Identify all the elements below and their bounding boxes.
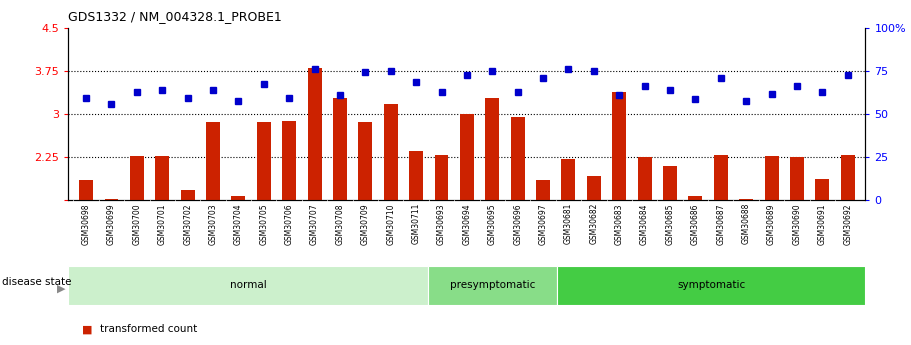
Bar	[557, 266, 865, 305]
Text: GSM30696: GSM30696	[513, 203, 522, 245]
Text: ■: ■	[82, 325, 93, 334]
Text: symptomatic: symptomatic	[677, 280, 745, 290]
Text: GSM30687: GSM30687	[716, 203, 725, 245]
Bar	[409, 151, 423, 200]
Bar	[79, 180, 93, 200]
Text: GSM30683: GSM30683	[615, 203, 624, 245]
Text: GSM30710: GSM30710	[386, 203, 395, 245]
Text: GSM30705: GSM30705	[260, 203, 269, 245]
Text: GSM30699: GSM30699	[107, 203, 116, 245]
Bar	[282, 121, 296, 200]
Text: GSM30691: GSM30691	[818, 203, 827, 245]
Bar	[257, 122, 271, 200]
Bar	[308, 68, 322, 200]
Text: disease state: disease state	[2, 277, 71, 287]
Text: GSM30690: GSM30690	[793, 203, 802, 245]
Text: GSM30709: GSM30709	[361, 203, 370, 245]
Text: ▶: ▶	[57, 284, 66, 294]
Bar	[612, 92, 626, 200]
Text: GSM30698: GSM30698	[82, 203, 90, 245]
Text: GSM30681: GSM30681	[564, 203, 573, 245]
Bar	[460, 114, 474, 200]
Text: GSM30695: GSM30695	[487, 203, 496, 245]
Bar	[435, 155, 448, 200]
Text: GSM30708: GSM30708	[335, 203, 344, 245]
Text: transformed count: transformed count	[100, 325, 198, 334]
Text: GSM30684: GSM30684	[640, 203, 650, 245]
Text: GSM30707: GSM30707	[310, 203, 319, 245]
Bar	[815, 179, 829, 200]
Bar	[155, 156, 169, 200]
Text: GSM30697: GSM30697	[538, 203, 548, 245]
Text: presymptomatic: presymptomatic	[450, 280, 536, 290]
Bar	[180, 190, 195, 200]
Bar	[663, 166, 677, 200]
Text: GSM30692: GSM30692	[844, 203, 852, 245]
Text: GSM30689: GSM30689	[767, 203, 776, 245]
Text: GSM30702: GSM30702	[183, 203, 192, 245]
Bar	[638, 157, 651, 200]
Bar	[561, 159, 576, 200]
Text: GSM30686: GSM30686	[691, 203, 700, 245]
Bar	[841, 155, 855, 200]
Bar	[713, 155, 728, 200]
Text: GSM30703: GSM30703	[209, 203, 218, 245]
Bar	[231, 196, 245, 200]
Bar	[206, 122, 220, 200]
Bar	[587, 176, 600, 200]
Text: GSM30682: GSM30682	[589, 203, 599, 245]
Bar	[384, 104, 398, 200]
Bar	[333, 98, 347, 200]
Text: GSM30688: GSM30688	[742, 203, 751, 245]
Bar	[790, 157, 804, 200]
Text: GDS1332 / NM_004328.1_PROBE1: GDS1332 / NM_004328.1_PROBE1	[68, 10, 282, 23]
Bar	[358, 122, 373, 200]
Text: GSM30704: GSM30704	[234, 203, 243, 245]
Text: GSM30693: GSM30693	[437, 203, 446, 245]
Text: GSM30706: GSM30706	[284, 203, 293, 245]
Bar	[739, 199, 753, 200]
Bar	[105, 199, 118, 200]
Text: GSM30694: GSM30694	[463, 203, 471, 245]
Bar	[428, 266, 557, 305]
Bar	[764, 156, 779, 200]
Bar	[536, 180, 550, 200]
Bar	[689, 196, 702, 200]
Text: GSM30711: GSM30711	[412, 203, 421, 245]
Text: GSM30685: GSM30685	[665, 203, 674, 245]
Text: normal: normal	[230, 280, 267, 290]
Bar	[486, 98, 499, 200]
Bar	[130, 156, 144, 200]
Bar	[68, 266, 428, 305]
Bar	[511, 117, 525, 200]
Text: GSM30701: GSM30701	[158, 203, 167, 245]
Text: GSM30700: GSM30700	[132, 203, 141, 245]
